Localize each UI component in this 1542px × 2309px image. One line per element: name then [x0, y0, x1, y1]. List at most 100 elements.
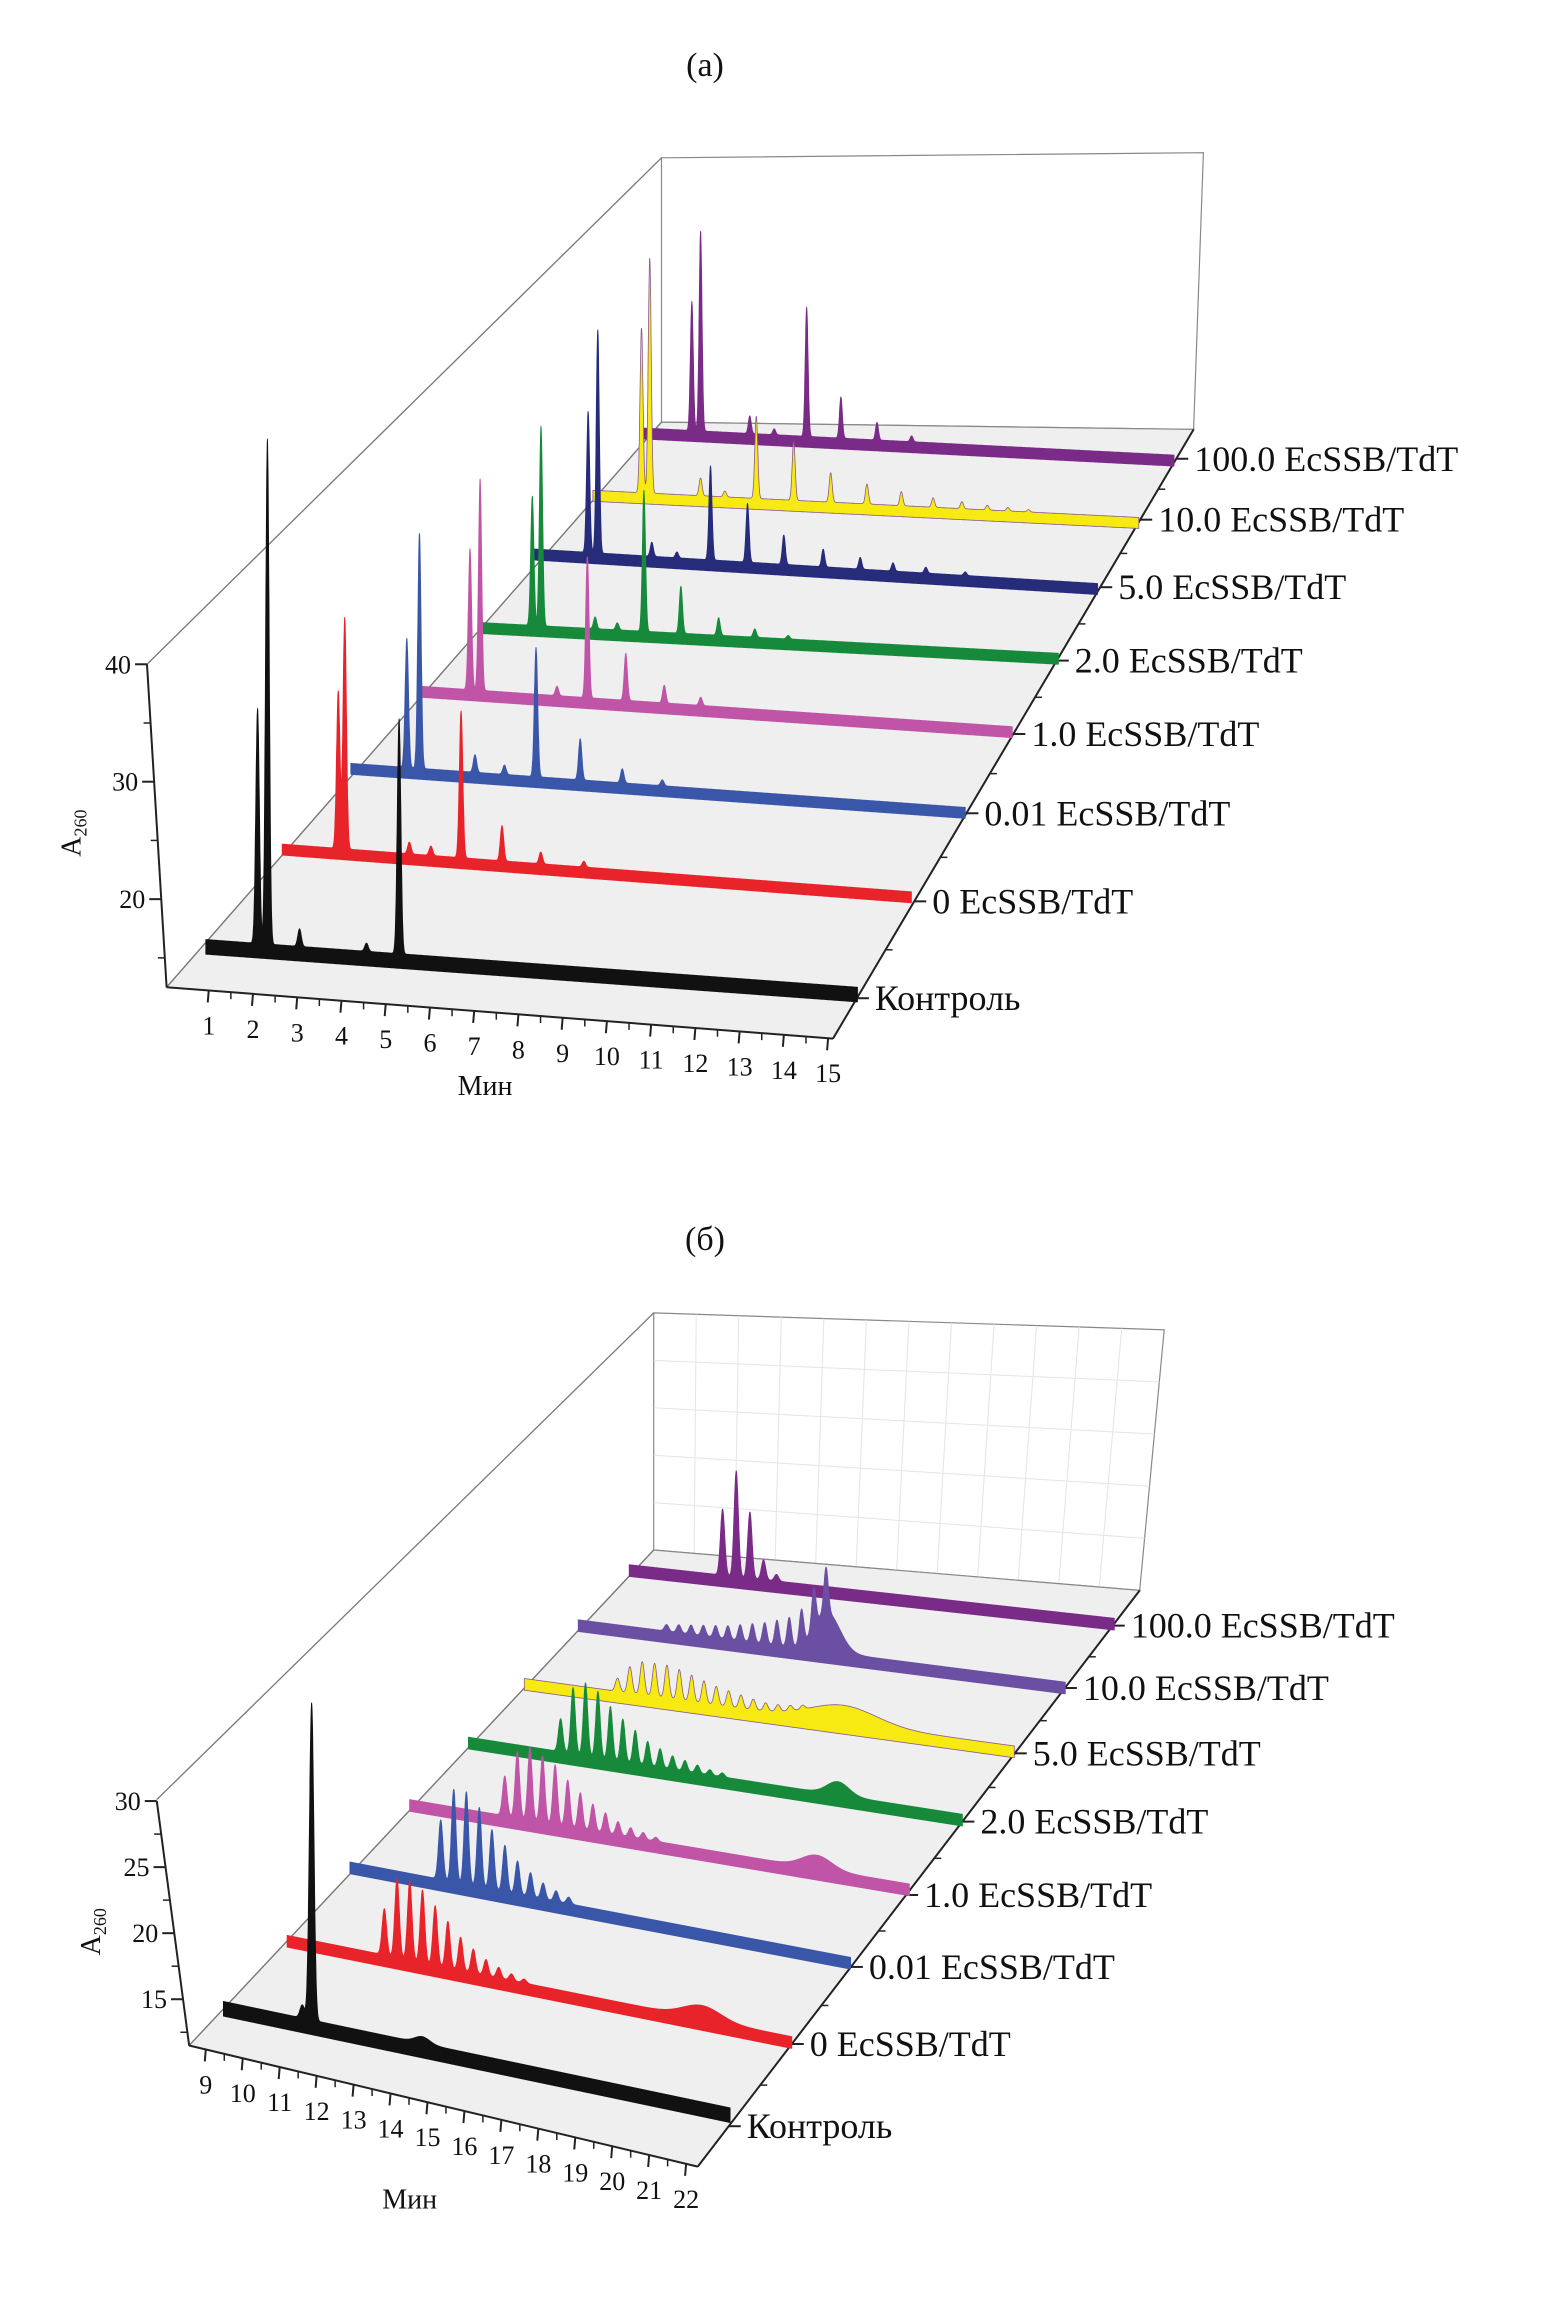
- x-tick: [560, 1017, 564, 1030]
- x-tick-label: 14: [378, 2114, 404, 2143]
- wall-gridline: [855, 1319, 867, 1567]
- left-floor-edge: [188, 1549, 655, 2046]
- chart-title: (a): [686, 47, 724, 84]
- series-label: 0 EcSSB/TdT: [932, 881, 1133, 921]
- series-ribbon: [523, 1661, 1015, 1759]
- series-label: 5.0 EcSSB/TdT: [1118, 567, 1346, 607]
- series-label: 0 EcSSB/TdT: [810, 2024, 1011, 2064]
- series-ribbon: [350, 533, 966, 819]
- x-tick: [425, 2102, 429, 2115]
- y-tick-label: 40: [105, 650, 131, 679]
- x-tick: [516, 1014, 520, 1027]
- x-tick-label: 22: [673, 2185, 699, 2214]
- x-tick: [781, 1034, 785, 1047]
- x-tick: [610, 2146, 614, 2159]
- series-label: Контроль: [747, 2106, 893, 2146]
- x-tick-label: 15: [414, 2123, 440, 2152]
- left-wall-edge: [156, 1312, 655, 1801]
- x-tick-label: 6: [423, 1029, 436, 1058]
- series-label: 0.01 EcSSB/TdT: [869, 1947, 1115, 1987]
- wall-gridline: [977, 1324, 995, 1577]
- wall-gridline: [1058, 1326, 1080, 1584]
- series-label: 100.0 EcSSB/TdT: [1131, 1606, 1395, 1646]
- x-tick: [649, 1024, 653, 1037]
- x-tick-label: 21: [636, 2176, 662, 2205]
- series-label: 10.0 EcSSB/TdT: [1083, 1668, 1329, 1708]
- series-ribbon: [409, 1746, 910, 1897]
- wall-gridline: [896, 1321, 910, 1571]
- wall-gridline: [774, 1317, 782, 1561]
- x-tick-label: 13: [341, 2106, 367, 2135]
- x-tick: [573, 2137, 577, 2150]
- x-tick: [388, 2093, 392, 2106]
- wall-gridline: [693, 1314, 697, 1554]
- x-tick-label: 1: [202, 1011, 215, 1040]
- series-ribbon: [533, 329, 1098, 595]
- series-ribbon: [222, 1702, 731, 2123]
- x-tick-label: 16: [451, 2132, 477, 2161]
- series-ribbon: [628, 1470, 1115, 1631]
- y-tick-label: 25: [124, 1853, 150, 1882]
- x-tick: [826, 1038, 830, 1051]
- x-tick-label: 15: [815, 1059, 841, 1088]
- x-tick: [383, 1004, 387, 1017]
- y-axis-label: A260: [76, 1908, 110, 1955]
- x-tick: [351, 2084, 355, 2097]
- x-tick-label: 8: [512, 1035, 525, 1064]
- series-ribbon: [477, 425, 1059, 665]
- wall-gridline: [936, 1322, 952, 1574]
- x-tick-label: 19: [562, 2158, 588, 2187]
- x-tick-label: 14: [771, 1056, 797, 1085]
- y-tick-label: 30: [115, 1787, 141, 1816]
- y-tick-label: 20: [132, 1919, 158, 1948]
- x-tick-label: 20: [599, 2167, 625, 2196]
- series-ribbon: [420, 478, 1013, 739]
- x-tick-label: 17: [488, 2141, 514, 2170]
- x-tick: [499, 2119, 503, 2132]
- x-tick: [206, 990, 210, 1003]
- x-tick-label: 2: [246, 1015, 259, 1044]
- y-tick-label: 20: [119, 885, 145, 914]
- wall-gridline: [653, 1359, 1160, 1383]
- x-tick: [203, 2049, 207, 2062]
- x-axis-label: Мин: [458, 1071, 513, 1102]
- wall-gridline: [653, 1407, 1155, 1435]
- series-ribbon: [641, 230, 1175, 467]
- x-tick: [737, 1031, 741, 1044]
- x-tick-label: 11: [267, 2088, 292, 2117]
- x-tick: [240, 2058, 244, 2071]
- x-tick-label: 11: [639, 1046, 664, 1075]
- y-tick-label: 30: [112, 768, 138, 797]
- wall-gridline: [653, 1454, 1150, 1487]
- x-tick: [339, 1000, 343, 1013]
- x-tick-label: 10: [230, 2079, 256, 2108]
- series-label: 2.0 EcSSB/TdT: [1075, 641, 1303, 681]
- series-label: 1.0 EcSSB/TdT: [1031, 714, 1259, 754]
- left-wall-edge: [146, 157, 662, 665]
- x-tick-label: 12: [682, 1049, 708, 1078]
- x-tick: [604, 1021, 608, 1034]
- x-tick: [250, 993, 254, 1006]
- depth-axis-line: [696, 1589, 1141, 2168]
- wall-gridline: [1098, 1328, 1123, 1588]
- series-ribbon: [205, 438, 858, 1003]
- x-tick: [647, 2154, 651, 2168]
- x-tick-label: 5: [379, 1025, 392, 1054]
- x-tick-label: 10: [594, 1042, 620, 1071]
- x-tick: [684, 2163, 688, 2176]
- x-tick-label: 12: [304, 2097, 330, 2126]
- x-axis-label: Мин: [382, 2184, 437, 2215]
- x-tick-label: 4: [335, 1022, 348, 1051]
- x-tick: [462, 2110, 466, 2124]
- series-label: 100.0 EcSSB/TdT: [1194, 439, 1458, 479]
- series-label: Контроль: [875, 978, 1021, 1018]
- series-label: 5.0 EcSSB/TdT: [1033, 1733, 1261, 1773]
- wall-gridline: [815, 1318, 825, 1564]
- x-tick-label: 9: [199, 2070, 212, 2099]
- x-tick: [693, 1027, 697, 1041]
- wall-gridline: [1017, 1325, 1038, 1581]
- series-ribbon: [592, 257, 1140, 529]
- chart-panel-b: (б) 15 20 25 30 A260 9 10 11 12 13 14 15 16 17 18 19 20 2…: [76, 1221, 1395, 2215]
- chart-title: (б): [685, 1221, 725, 1258]
